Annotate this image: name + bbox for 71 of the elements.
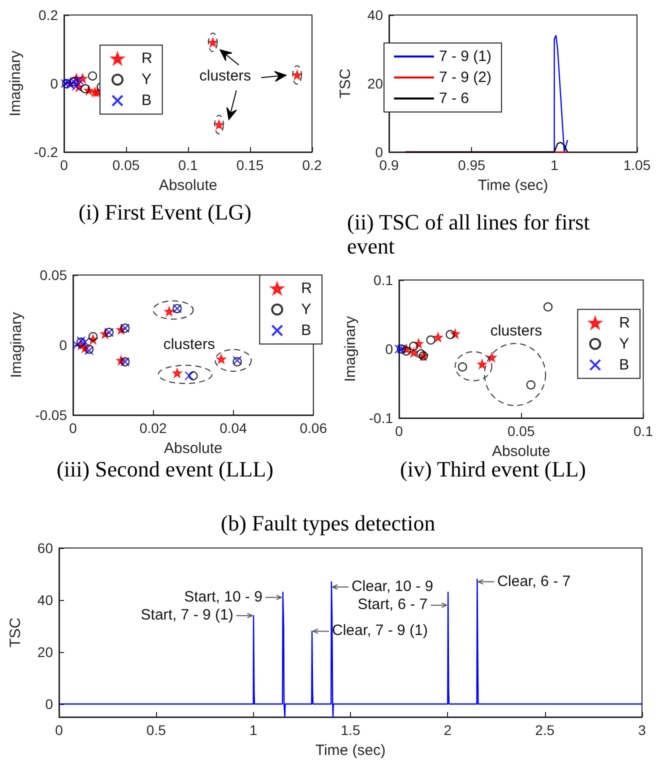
y-axis-title: TSC xyxy=(337,68,354,98)
y-tick-label: 20 xyxy=(367,76,384,92)
legend-label: Y xyxy=(142,71,152,88)
x-tick-label: 2.5 xyxy=(535,722,555,738)
x-tick-label: 0.95 xyxy=(458,157,486,173)
chart-title: (b) Fault types detection xyxy=(220,510,436,536)
x-tick-label: 0.1 xyxy=(178,157,198,173)
x-axis-title: Absolute xyxy=(164,440,222,457)
x-tick-label: 0.1 xyxy=(634,423,654,439)
legend-label: R xyxy=(301,280,312,297)
annotation: Start, 6 - 7 xyxy=(358,596,428,614)
legend-label: B xyxy=(619,356,630,374)
x-tick-label: 0.05 xyxy=(112,157,140,173)
y-tick-label: 0 xyxy=(385,341,394,357)
y-tick-label: 0.2 xyxy=(38,7,58,23)
text: (ii) TSC of all lines for first event xyxy=(347,210,596,258)
legend-label: B xyxy=(142,92,152,110)
y-tick-label: 0 xyxy=(45,696,54,712)
legend-label: 7 - 9 (2) xyxy=(439,69,492,86)
y-tick-label: -0.2 xyxy=(34,144,58,160)
y-tick-label: 20 xyxy=(37,644,54,660)
annotation: Start, 10 - 9 xyxy=(184,588,262,606)
x-tick-label: 0.2 xyxy=(302,157,322,173)
legend-label: Y xyxy=(301,301,312,318)
x-tick-label: 1.5 xyxy=(340,722,360,738)
y-axis-title: Imaginary xyxy=(8,312,26,378)
annotation: clusters xyxy=(490,322,542,340)
y-tick-label: 0 xyxy=(50,76,58,92)
annotation: clusters xyxy=(199,68,252,85)
y-tick-label: 0.1 xyxy=(374,272,394,288)
x-tick-label: 1 xyxy=(550,157,558,173)
y-axis-title: Imaginary xyxy=(342,316,359,382)
y-axis-title: TSC xyxy=(7,617,24,648)
x-tick-label: 1.05 xyxy=(623,157,651,173)
x-tick-label: 0.06 xyxy=(300,420,328,436)
text: (iii) Second event (LLL) xyxy=(56,456,274,482)
x-tick-label: 3 xyxy=(638,722,646,738)
annotation: Clear, 6 - 7 xyxy=(497,572,571,590)
y-tick-label: 40 xyxy=(367,7,384,23)
annotation: clusters xyxy=(163,336,216,353)
y-tick-label: -0.05 xyxy=(35,407,68,423)
y-tick-label: 60 xyxy=(37,540,54,556)
legend-label: R xyxy=(619,314,630,332)
text: (i) First Event (LG) xyxy=(78,200,252,224)
legend-label: B xyxy=(301,322,312,339)
annotation: Clear, 7 - 9 (1) xyxy=(332,622,428,640)
y-tick-label: 40 xyxy=(37,592,54,608)
x-tick-label: 0.05 xyxy=(508,423,535,439)
y-tick-label: 0.05 xyxy=(40,267,68,283)
y-tick-label: 0 xyxy=(375,144,384,160)
legend-label: 7 - 9 (1) xyxy=(439,48,492,65)
y-tick-label: -0.1 xyxy=(368,410,394,426)
x-tick-label: 0 xyxy=(69,420,78,436)
x-axis-title: Absolute xyxy=(158,177,218,194)
x-tick-label: 2 xyxy=(444,722,452,738)
x-tick-label: 0 xyxy=(395,423,404,439)
legend-label: 7 - 6 xyxy=(439,90,470,107)
legend-label: Y xyxy=(619,335,630,352)
x-tick-label: 0.15 xyxy=(236,157,264,173)
x-tick-label: 0.9 xyxy=(379,157,399,173)
legend-label: R xyxy=(142,50,152,68)
y-tick-label: 0 xyxy=(59,337,68,353)
x-tick-label: 0.5 xyxy=(146,722,166,738)
x-axis-title: Time (sec) xyxy=(478,177,548,194)
x-axis-title: Time (sec) xyxy=(315,742,386,759)
annotation: Start, 7 - 9 (1) xyxy=(140,606,234,624)
annotation: Clear, 10 - 9 xyxy=(351,578,434,595)
x-tick-label: 0.04 xyxy=(220,420,248,436)
y-axis-title: Imaginary xyxy=(7,50,24,116)
x-tick-label: 0.02 xyxy=(140,420,167,436)
x-tick-label: 1 xyxy=(249,722,258,738)
